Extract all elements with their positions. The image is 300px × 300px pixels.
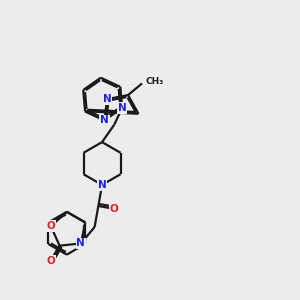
Text: N: N bbox=[76, 238, 85, 248]
Text: N: N bbox=[100, 116, 109, 125]
Text: O: O bbox=[118, 103, 126, 113]
Text: N: N bbox=[118, 103, 126, 113]
Text: CH₃: CH₃ bbox=[145, 77, 163, 86]
Text: O: O bbox=[46, 221, 55, 231]
Text: O: O bbox=[46, 256, 56, 266]
Text: N: N bbox=[98, 180, 106, 190]
Text: N: N bbox=[103, 94, 112, 104]
Text: O: O bbox=[110, 204, 118, 214]
